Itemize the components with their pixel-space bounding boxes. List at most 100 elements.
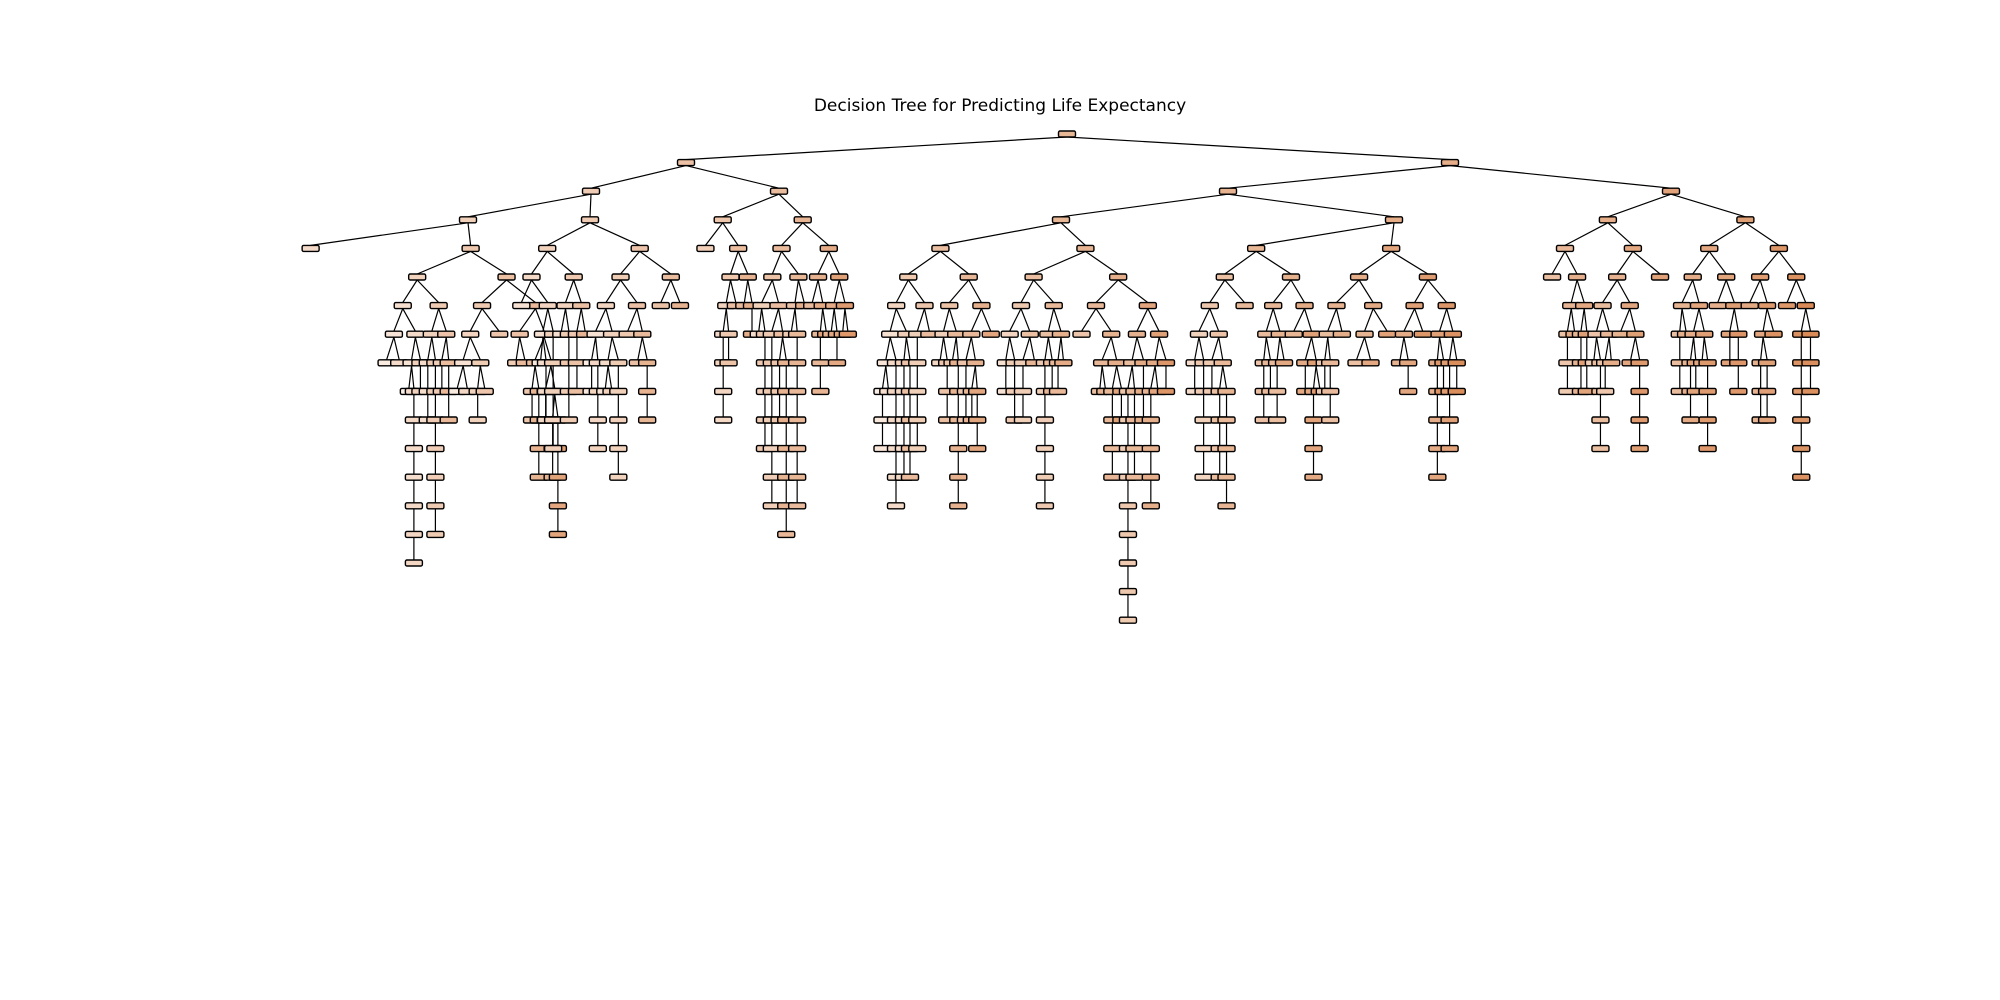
tree-node bbox=[1119, 531, 1136, 537]
tree-edge bbox=[1577, 280, 1584, 303]
tree-node bbox=[1597, 388, 1614, 394]
tree-edge bbox=[1806, 309, 1811, 332]
tree-edge bbox=[1450, 166, 1671, 189]
tree-node bbox=[1104, 446, 1121, 452]
tree-node bbox=[1269, 417, 1286, 423]
tree-edge bbox=[1111, 337, 1116, 360]
tree-edge bbox=[1763, 337, 1767, 360]
tree-node bbox=[539, 245, 556, 251]
tree-edge bbox=[468, 194, 591, 217]
tree-node bbox=[523, 274, 540, 280]
tree-node bbox=[1218, 417, 1235, 423]
tree-edge bbox=[966, 337, 971, 360]
tree-edge bbox=[541, 337, 543, 360]
tree-node bbox=[1557, 245, 1574, 251]
tree-edge bbox=[605, 366, 608, 389]
tree-node bbox=[1265, 303, 1282, 309]
tree-node bbox=[1214, 360, 1231, 366]
tree-node bbox=[583, 188, 600, 194]
tree-edge bbox=[446, 337, 448, 360]
tree-node bbox=[909, 417, 926, 423]
tree-edge bbox=[1621, 309, 1630, 332]
tree-node bbox=[1053, 217, 1070, 223]
tree-edge bbox=[782, 251, 799, 274]
tree-edge bbox=[1277, 337, 1280, 360]
tree-edge bbox=[590, 194, 591, 217]
tree-edge bbox=[1280, 337, 1284, 360]
tree-node bbox=[1142, 503, 1159, 509]
tree-node bbox=[969, 388, 986, 394]
tree-edge bbox=[394, 309, 403, 332]
tree-edge bbox=[1112, 366, 1116, 389]
tree-edge bbox=[1699, 309, 1704, 332]
tree-edge bbox=[387, 337, 394, 360]
tree-node bbox=[812, 360, 829, 366]
tree-node bbox=[932, 245, 949, 251]
tree-edge bbox=[829, 251, 839, 274]
tree-edge bbox=[471, 251, 507, 274]
tree-node bbox=[604, 331, 621, 337]
tree-edge bbox=[1415, 280, 1428, 303]
tree-node bbox=[427, 503, 444, 509]
tree-node bbox=[753, 303, 770, 309]
tree-node bbox=[831, 274, 848, 280]
tree-edge bbox=[1117, 366, 1122, 389]
tree-edge bbox=[1034, 280, 1054, 303]
tree-node bbox=[662, 274, 679, 280]
tree-node bbox=[1609, 274, 1626, 280]
tree-node bbox=[610, 417, 627, 423]
tree-edge bbox=[904, 337, 906, 360]
tree-node bbox=[511, 331, 528, 337]
tree-node bbox=[405, 560, 422, 566]
tree-edge bbox=[782, 223, 803, 246]
tree-edge bbox=[779, 309, 783, 332]
tree-node bbox=[462, 331, 479, 337]
tree-edge bbox=[1630, 309, 1636, 332]
tree-node bbox=[427, 474, 444, 480]
tree-edge bbox=[543, 309, 548, 332]
tree-node bbox=[438, 331, 455, 337]
tree-node bbox=[1684, 274, 1701, 280]
tree-edge bbox=[412, 337, 416, 360]
tree-edge bbox=[1312, 337, 1317, 360]
tree-node bbox=[1576, 303, 1593, 309]
tree-edge bbox=[1671, 194, 1745, 217]
tree-node bbox=[1305, 417, 1322, 423]
tree-node bbox=[771, 188, 788, 194]
tree-edge bbox=[1336, 309, 1341, 332]
tree-edge bbox=[1155, 337, 1159, 360]
tree-edge bbox=[577, 309, 581, 332]
tree-node bbox=[1282, 274, 1299, 280]
tree-node bbox=[545, 417, 562, 423]
tree-node bbox=[820, 245, 837, 251]
tree-node bbox=[1802, 388, 1819, 394]
tree-edge bbox=[1045, 337, 1048, 360]
tree-edge bbox=[1100, 366, 1102, 389]
tree-edge bbox=[1450, 337, 1453, 360]
tree-edge bbox=[917, 309, 924, 332]
tree-node bbox=[639, 360, 656, 366]
tree-edge bbox=[1273, 309, 1280, 332]
tree-edge bbox=[311, 223, 468, 246]
tree-edge bbox=[432, 309, 439, 332]
tree-node bbox=[1248, 245, 1265, 251]
tree-edge bbox=[409, 366, 412, 389]
tree-edge bbox=[1316, 366, 1320, 389]
tree-node bbox=[1730, 360, 1747, 366]
tree-edge bbox=[783, 337, 787, 360]
tree-edge bbox=[1603, 309, 1610, 332]
tree-edge bbox=[548, 309, 553, 332]
tree-node bbox=[1218, 388, 1235, 394]
tree-node bbox=[405, 474, 422, 480]
tree-edge bbox=[531, 251, 547, 274]
tree-edge bbox=[637, 309, 642, 332]
tree-edge bbox=[428, 337, 432, 360]
tree-edge bbox=[606, 309, 612, 332]
tree-node bbox=[1699, 446, 1716, 452]
tree-node bbox=[474, 303, 491, 309]
tree-node bbox=[1395, 331, 1412, 337]
tree-node bbox=[882, 331, 899, 337]
tree-edge bbox=[730, 251, 738, 274]
tree-edge bbox=[748, 280, 752, 303]
tree-edge bbox=[1021, 280, 1034, 303]
